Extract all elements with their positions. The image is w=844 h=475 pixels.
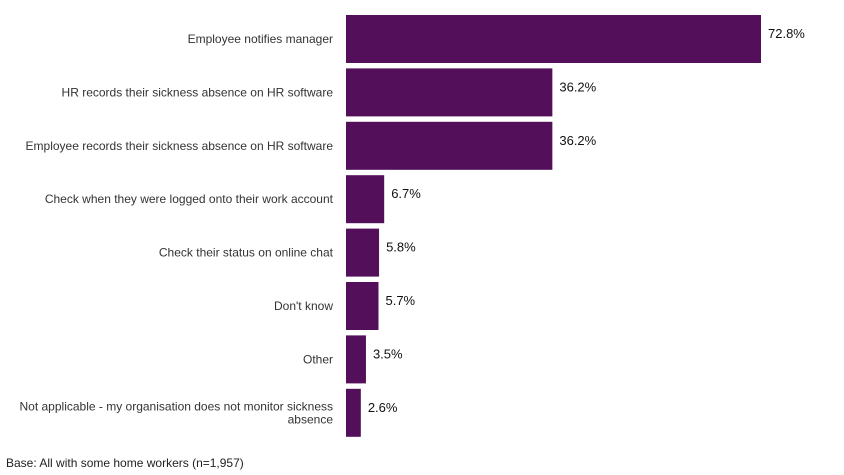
value-label-7: 2.6% xyxy=(368,400,398,415)
value-label-1: 36.2% xyxy=(559,79,596,94)
value-label-5: 5.7% xyxy=(385,293,415,308)
bar-1 xyxy=(346,68,553,117)
value-label-2: 36.2% xyxy=(559,133,596,148)
bar-chart: Employee notifies manager 72.8% HR records… xyxy=(20,15,805,437)
category-label-5: Don't know xyxy=(274,299,333,313)
value-label-6: 3.5% xyxy=(373,346,403,361)
category-label-3: Check when they were logged onto their w… xyxy=(45,192,334,206)
bar-4 xyxy=(346,228,380,277)
category-label-4: Check their status on online chat xyxy=(159,246,334,260)
category-label-2: Employee records their sickness absence … xyxy=(26,139,334,153)
value-label-3: 6.7% xyxy=(391,186,421,201)
bar-3 xyxy=(346,175,385,224)
category-label-7: Not applicable - my organisation does no… xyxy=(20,399,334,426)
category-label-0: Employee notifies manager xyxy=(188,32,333,46)
bar-5 xyxy=(346,282,379,330)
category-label-6: Other xyxy=(303,352,333,366)
bar-0 xyxy=(346,15,761,63)
base-footnote: Base: All with some home workers (n=1,95… xyxy=(6,456,244,470)
bar-7 xyxy=(346,388,361,437)
value-label-4: 5.8% xyxy=(386,240,416,255)
value-label-0: 72.8% xyxy=(768,26,805,41)
category-label-1: HR records their sickness absence on HR … xyxy=(62,85,334,99)
bar-2 xyxy=(346,121,553,170)
bar-6 xyxy=(346,335,366,384)
